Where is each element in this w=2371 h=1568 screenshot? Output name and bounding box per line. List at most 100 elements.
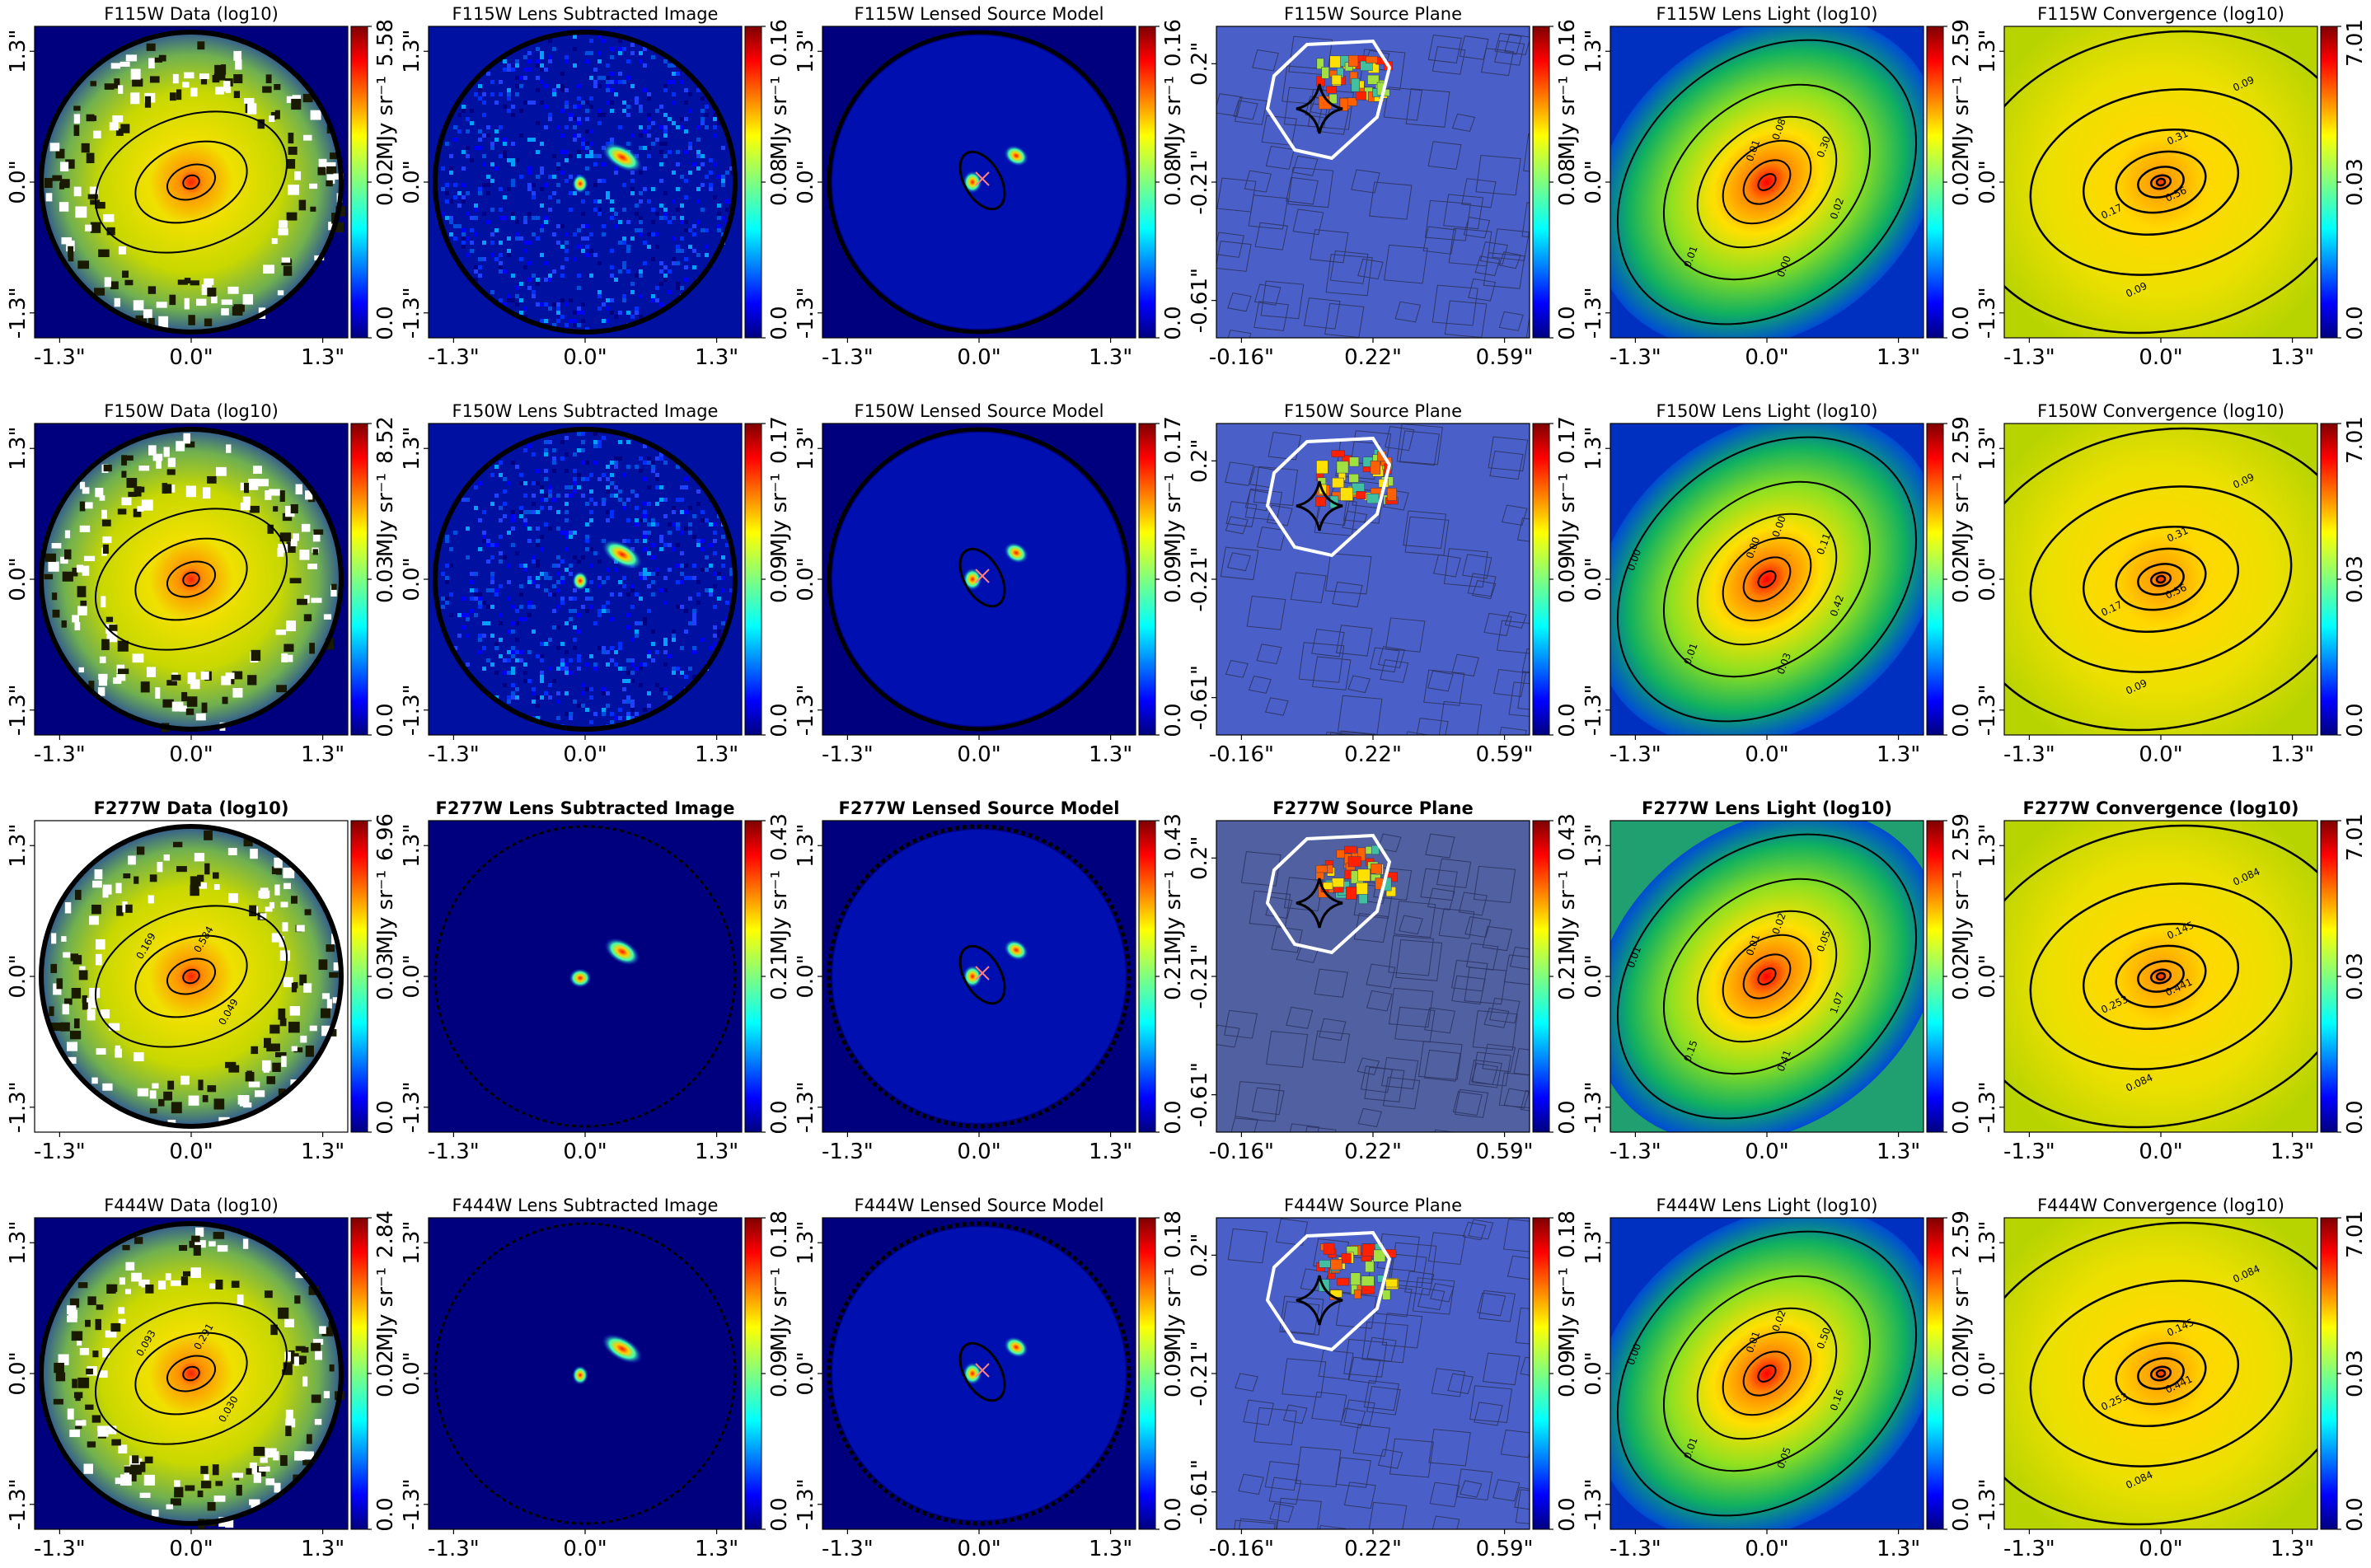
noise-pixel [478, 129, 482, 133]
noise-pixel [643, 662, 647, 667]
noise-pixel [215, 1280, 223, 1290]
noise-pixel [297, 598, 307, 606]
noise-pixel [457, 204, 462, 208]
noise-pixel [713, 195, 717, 199]
noise-pixel [565, 302, 569, 307]
colorbar [1138, 423, 1156, 736]
noise-pixel [663, 84, 668, 88]
noise-pixel [532, 452, 536, 456]
noise-pixel [186, 696, 198, 707]
x-tick-label: 0.0" [563, 345, 607, 370]
voronoi-cell [1425, 833, 1455, 859]
noise-pixel [478, 187, 482, 191]
caustic-boundary [1265, 833, 1392, 955]
colorbar [1532, 1217, 1550, 1530]
noise-pixel [273, 1451, 279, 1461]
lens-center-marker [975, 569, 990, 583]
colorbar [350, 1217, 368, 1530]
noise-pixel [688, 667, 692, 671]
colorbar-tick-label: 0.43 [1555, 813, 1580, 861]
noise-pixel [68, 246, 74, 258]
noise-pixel [201, 1481, 212, 1489]
noise-pixel [630, 679, 635, 683]
voronoi-cell [1382, 1076, 1421, 1110]
voronoi-cell [1381, 1056, 1419, 1090]
noise-pixel [684, 278, 688, 282]
noise-pixel [197, 41, 205, 50]
voronoi-cell [1477, 1292, 1506, 1317]
noise-pixel [478, 597, 482, 601]
noise-pixel [527, 679, 532, 683]
noise-pixel [474, 208, 478, 212]
colorbar-tick-label: 2.59 [1949, 1210, 1974, 1258]
colorbar [350, 423, 368, 736]
noise-pixel [705, 105, 709, 109]
x-tick-label: -0.16" [1209, 742, 1274, 767]
y-tick-label: 1.3" [400, 1221, 424, 1265]
x-tick-label: -1.3" [1610, 1537, 1661, 1561]
noise-pixel [618, 708, 622, 712]
voronoi-cell [1498, 1072, 1530, 1108]
source-pixel [1356, 491, 1366, 499]
voronoi-cell [1468, 278, 1497, 302]
voronoi-cell [1489, 450, 1524, 480]
noise-pixel [651, 208, 655, 212]
noise-pixel [156, 458, 162, 469]
noise-pixel [283, 976, 293, 988]
voronoi-cell [1252, 49, 1279, 72]
noise-pixel [515, 695, 519, 700]
noise-pixel [515, 465, 519, 469]
source-pixel [1348, 473, 1359, 483]
noise-pixel [672, 547, 676, 551]
noise-pixel [565, 662, 569, 667]
voronoi-cell [1452, 1091, 1483, 1116]
voronoi-cell [1268, 432, 1302, 461]
source-pixel [1357, 868, 1371, 882]
voronoi-cell [1474, 1402, 1503, 1426]
noise-pixel [144, 1456, 153, 1463]
noise-pixel [515, 232, 519, 236]
source-pixel [1317, 477, 1327, 485]
noise-pixel [490, 473, 494, 477]
voronoi-cell [1464, 967, 1507, 1005]
noise-pixel [573, 700, 577, 704]
noise-pixel [684, 195, 688, 199]
noise-pixel [569, 658, 573, 662]
noise-pixel [655, 502, 659, 506]
noise-pixel [721, 175, 725, 179]
noise-pixel [606, 76, 610, 80]
voronoi-cell [1427, 670, 1454, 692]
colorbar [1926, 820, 1944, 1133]
voronoi-cell [1298, 642, 1345, 683]
panel-image [822, 26, 1136, 338]
voronoi-cell [1253, 1407, 1297, 1446]
noise-pixel [672, 630, 676, 634]
noise-pixel [680, 551, 684, 555]
noise-pixel [688, 522, 692, 527]
x-tick-label: 0.59" [1476, 1537, 1534, 1561]
source-pixel [1373, 1249, 1386, 1262]
noise-pixel [507, 564, 511, 568]
noise-pixel [251, 479, 260, 486]
noise-pixel [556, 224, 560, 228]
noise-pixel [651, 220, 655, 224]
noise-pixel [48, 561, 59, 572]
noise-pixel [713, 522, 717, 527]
noise-pixel [462, 236, 466, 241]
noise-pixel [581, 440, 585, 444]
noise-pixel [610, 712, 614, 716]
y-tick-label: 1.3" [1581, 824, 1606, 868]
y-tick-label: 0.0" [794, 160, 818, 204]
noise-pixel [556, 199, 560, 204]
noise-pixel [52, 175, 63, 181]
voronoi-cell [1417, 1287, 1446, 1311]
noise-pixel [203, 278, 214, 286]
voronoi-cell [1469, 1059, 1502, 1088]
noise-pixel [618, 220, 622, 224]
colorbar-tick-label: 2.59 [1949, 813, 1974, 861]
colorbar-tick-label: 0.0 [767, 703, 792, 737]
noise-pixel [221, 299, 233, 305]
noise-pixel [597, 559, 602, 564]
noise-pixel [585, 166, 589, 171]
